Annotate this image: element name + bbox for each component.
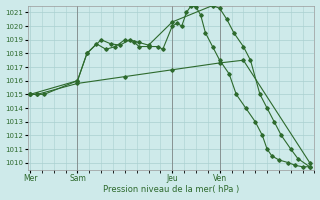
X-axis label: Pression niveau de la mer( hPa ): Pression niveau de la mer( hPa ): [103, 185, 239, 194]
